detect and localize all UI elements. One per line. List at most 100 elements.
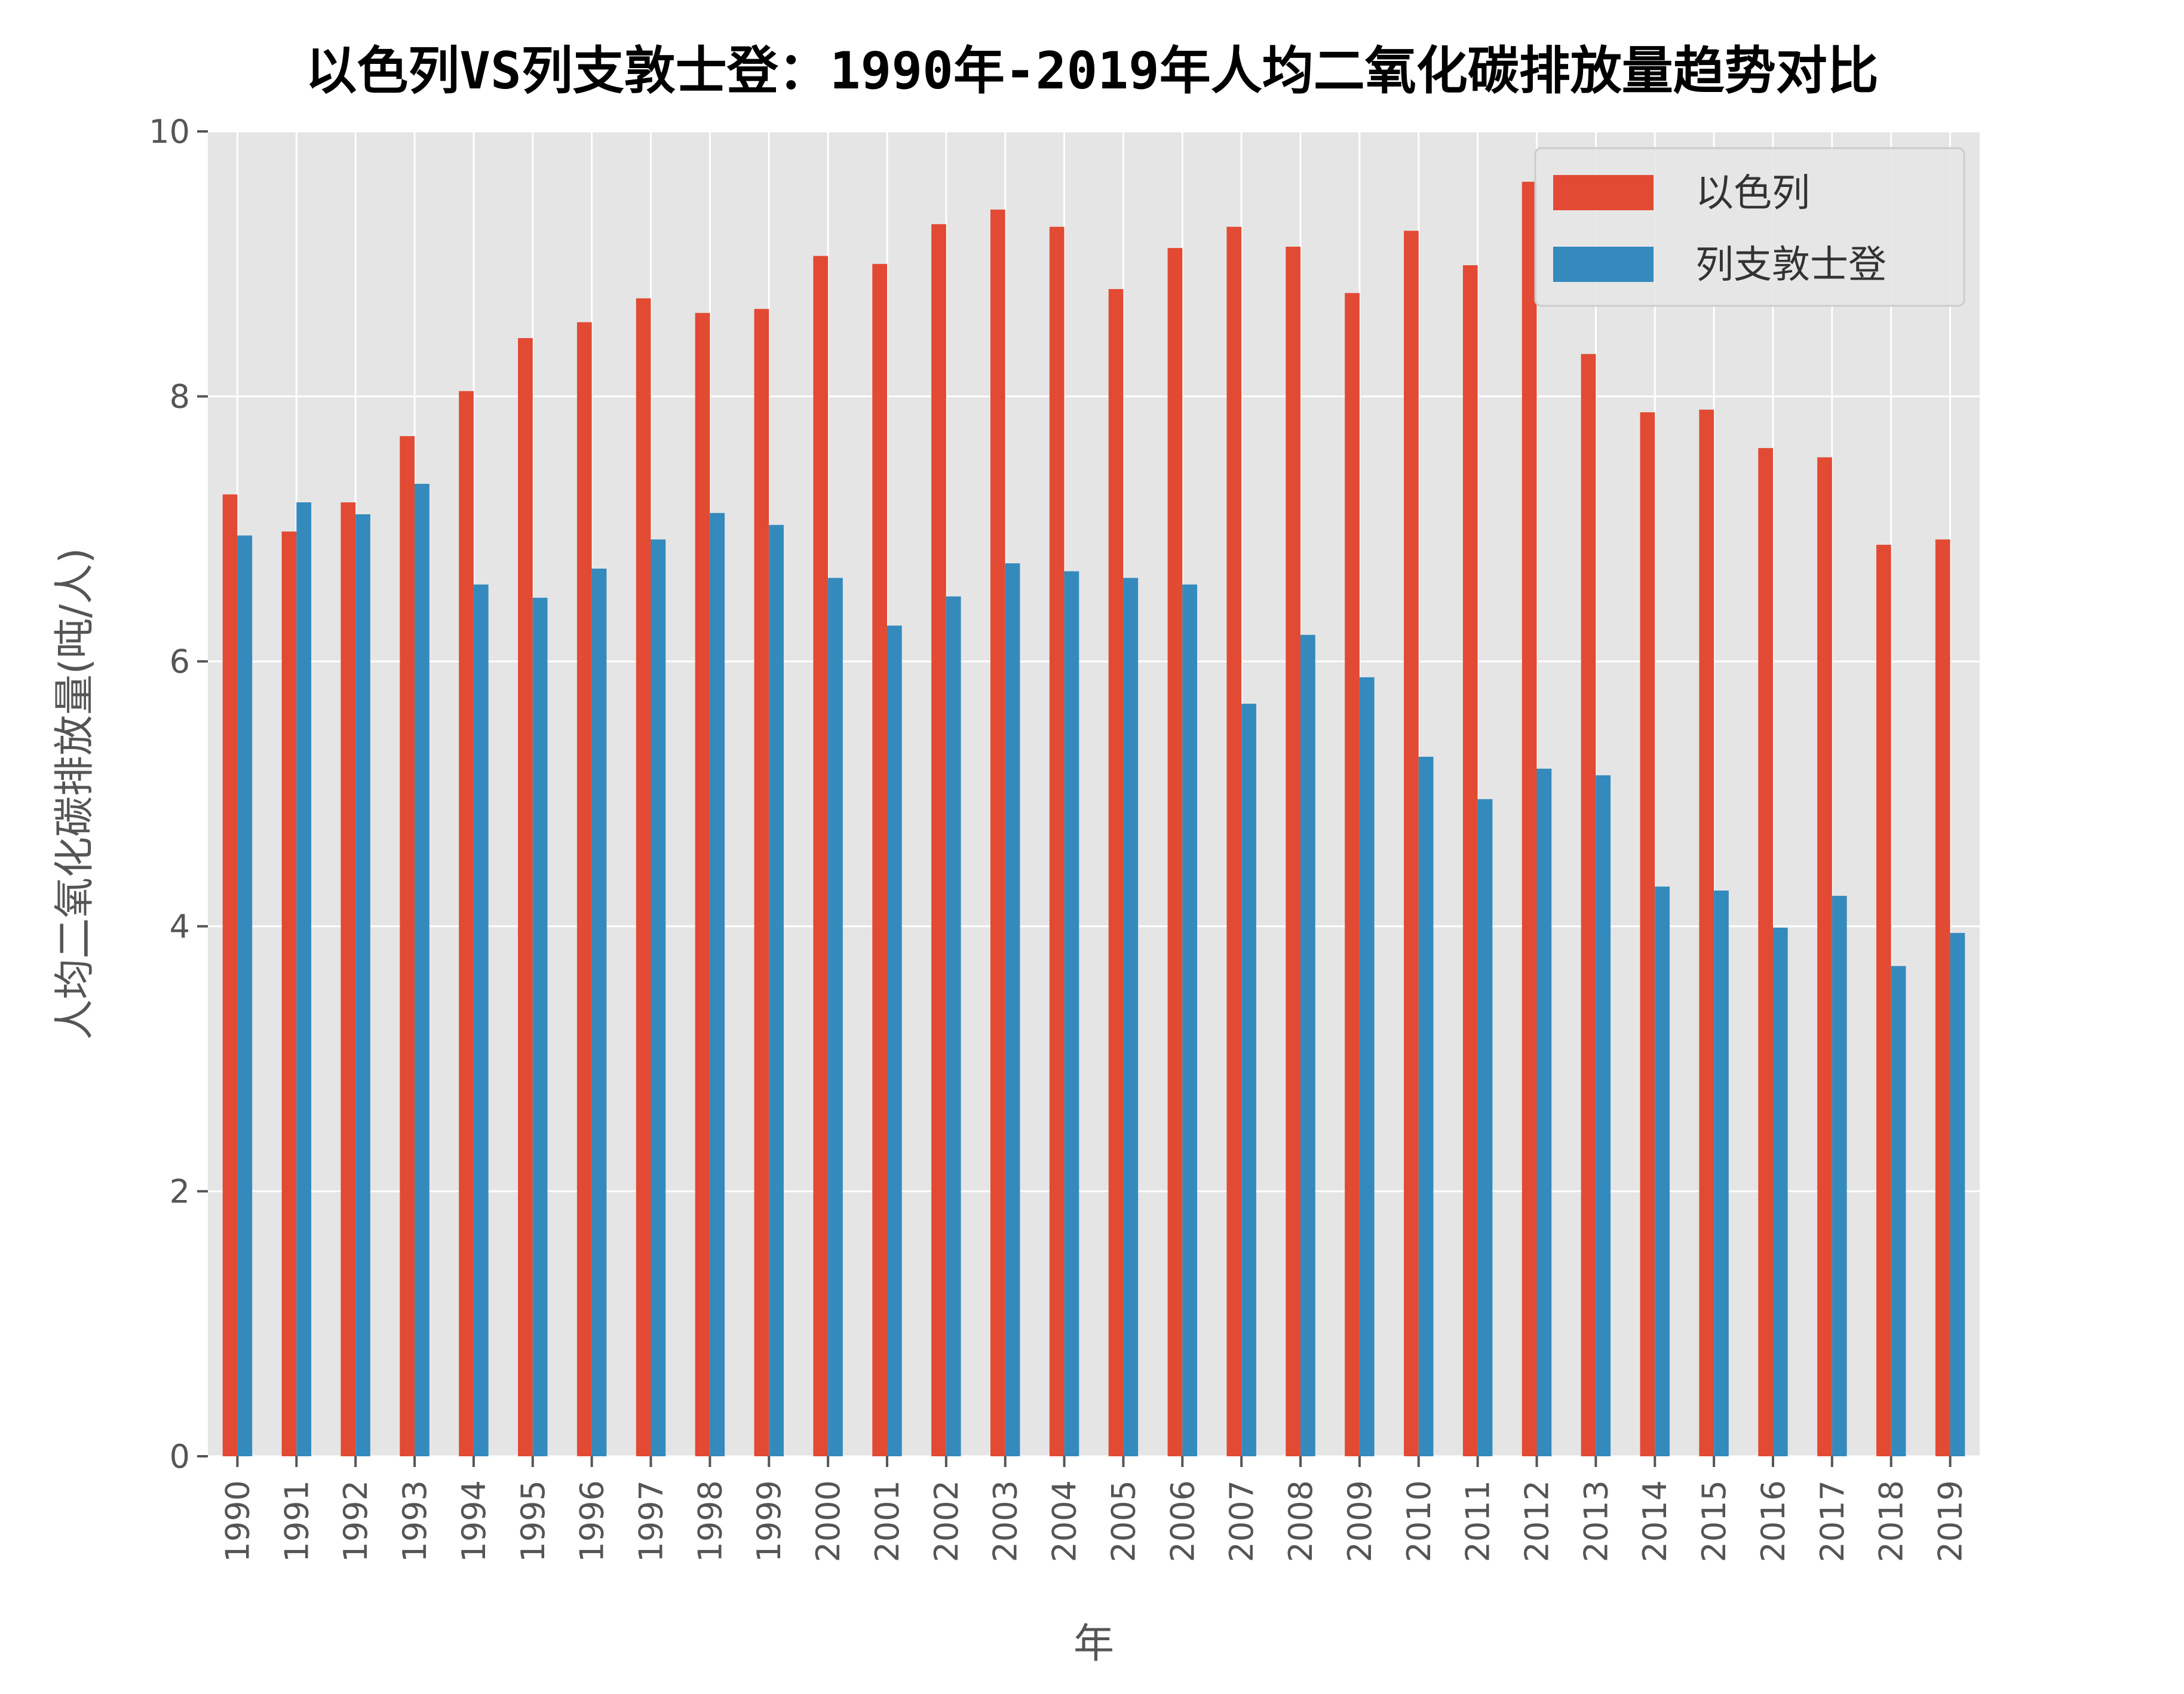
x-tick-label: 2001	[869, 1480, 906, 1562]
bar-liechtenstein	[769, 524, 784, 1456]
x-axis: 1990 1991 1992 1993 1994 1995 1996 1997 1998 1999…	[219, 1456, 1970, 1562]
y-tick-label: 8	[170, 378, 190, 416]
bar-liechtenstein	[415, 483, 430, 1456]
x-tick-label: 2006	[1164, 1480, 1201, 1562]
bar-liechtenstein	[1241, 704, 1256, 1456]
bar-israel	[1758, 448, 1773, 1456]
x-tick-label: 1996	[573, 1480, 611, 1562]
bar-liechtenstein	[1418, 756, 1434, 1456]
x-tick-label: 2000	[809, 1480, 847, 1562]
bar-israel	[872, 263, 887, 1456]
bar-liechtenstein	[946, 596, 961, 1456]
x-tick-label: 2003	[987, 1480, 1024, 1562]
y-axis: 0 2 4 6 8 10	[149, 113, 208, 1475]
x-tick-label: 2002	[928, 1480, 965, 1562]
bar-liechtenstein	[1772, 928, 1788, 1456]
bar-liechtenstein	[1359, 677, 1375, 1456]
x-tick-label: 1998	[691, 1480, 729, 1562]
y-tick-label: 10	[149, 113, 190, 151]
bar-israel	[1462, 265, 1478, 1456]
x-tick-label: 2015	[1695, 1480, 1733, 1562]
x-tick-label: 1999	[750, 1480, 788, 1562]
y-tick-label: 4	[170, 908, 190, 946]
x-tick-label: 1991	[278, 1480, 315, 1562]
bar-israel	[990, 209, 1005, 1456]
x-axis-label: 年	[1073, 1621, 1114, 1668]
legend: 以色列 列支敦士登	[1534, 147, 1965, 307]
x-tick-label: 2012	[1519, 1480, 1556, 1562]
bar-israel	[1640, 412, 1655, 1456]
bar-liechtenstein	[473, 584, 489, 1456]
bar-israel	[636, 298, 651, 1456]
bar-israel	[1876, 545, 1891, 1456]
bar-israel	[518, 338, 533, 1456]
y-tick-label: 0	[170, 1438, 190, 1475]
plot-background	[208, 131, 1980, 1456]
bar-liechtenstein	[887, 625, 902, 1456]
bar-israel	[1935, 539, 1950, 1456]
bar-israel	[222, 494, 238, 1457]
legend-swatch-israel	[1553, 175, 1654, 210]
x-tick-label: 2013	[1577, 1480, 1615, 1562]
bars	[222, 182, 1965, 1457]
bar-liechtenstein	[237, 535, 253, 1456]
x-tick-label: 2010	[1400, 1480, 1438, 1562]
bar-israel	[1167, 248, 1183, 1457]
x-tick-label: 2007	[1223, 1480, 1260, 1562]
bar-liechtenstein	[1950, 932, 1965, 1456]
bar-israel	[754, 309, 769, 1457]
bar-liechtenstein	[1596, 775, 1611, 1456]
bar-liechtenstein	[1536, 768, 1552, 1456]
bar-israel	[1345, 293, 1360, 1457]
bar-israel	[1108, 289, 1124, 1456]
bar-liechtenstein	[532, 597, 548, 1456]
legend-label-israel: 以色列	[1695, 171, 1810, 216]
bar-israel	[1817, 457, 1832, 1457]
bar-liechtenstein	[1005, 563, 1020, 1456]
bar-liechtenstein	[591, 568, 607, 1457]
bar-liechtenstein	[1064, 571, 1079, 1456]
bar-israel	[813, 256, 829, 1457]
y-tick-label: 2	[170, 1173, 190, 1210]
x-tick-label: 2005	[1105, 1480, 1142, 1562]
bar-liechtenstein	[1123, 578, 1139, 1456]
bar-israel	[1286, 246, 1301, 1456]
legend-label-liechtenstein: 列支敦士登	[1695, 243, 1887, 287]
bar-israel	[1522, 182, 1537, 1457]
bar-liechtenstein	[1655, 886, 1670, 1456]
x-tick-label: 2011	[1459, 1480, 1497, 1562]
y-axis-label: 人均二氧化碳排放量(吨/人)	[51, 548, 99, 1040]
bar-israel	[695, 312, 710, 1457]
bar-israel	[1049, 226, 1065, 1456]
bar-israel	[1581, 354, 1596, 1456]
bar-israel	[400, 436, 415, 1456]
x-tick-label: 1994	[455, 1480, 493, 1562]
x-tick-label: 2004	[1046, 1480, 1084, 1562]
y-tick-label: 6	[170, 643, 190, 680]
bar-liechtenstein	[1300, 634, 1315, 1456]
bar-liechtenstein	[355, 514, 370, 1457]
x-tick-label: 1990	[219, 1480, 256, 1562]
bar-liechtenstein	[296, 502, 312, 1456]
bar-israel	[459, 391, 474, 1456]
chart-title: 以色列VS列支敦士登：1990年-2019年人均二氧化碳排放量趋势对比	[305, 41, 1879, 101]
x-tick-label: 1995	[514, 1480, 552, 1562]
x-tick-label: 2009	[1341, 1480, 1379, 1562]
x-tick-label: 2016	[1754, 1480, 1792, 1562]
bar-liechtenstein	[1714, 890, 1729, 1456]
legend-swatch-liechtenstein	[1553, 247, 1654, 282]
bar-israel	[576, 322, 592, 1456]
x-tick-label: 2019	[1932, 1480, 1970, 1562]
x-tick-label: 2008	[1282, 1480, 1320, 1562]
bar-israel	[281, 531, 297, 1457]
bar-israel	[341, 502, 356, 1456]
bar-liechtenstein	[651, 539, 666, 1456]
bar-israel	[1699, 409, 1714, 1456]
x-tick-label: 1992	[337, 1480, 375, 1562]
bar-liechtenstein	[710, 513, 725, 1457]
x-tick-label: 2018	[1873, 1480, 1910, 1562]
bar-israel	[1404, 231, 1419, 1456]
bar-liechtenstein	[828, 578, 843, 1456]
bar-liechtenstein	[1477, 799, 1493, 1456]
